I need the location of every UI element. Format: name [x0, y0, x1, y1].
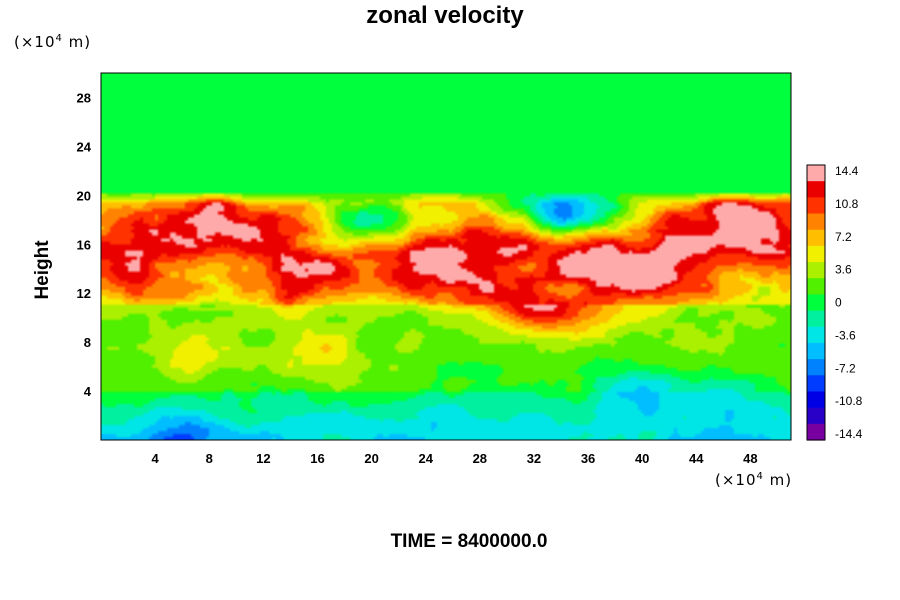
colorbar-swatch	[807, 375, 825, 393]
velocity-field	[101, 73, 791, 440]
time-label: TIME = 8400000.0	[390, 531, 548, 552]
colorbar-swatch	[807, 245, 825, 263]
colorbar-swatch	[807, 213, 825, 231]
y-axis-unit: (×104 m)	[14, 33, 92, 51]
colorbar-swatch	[807, 423, 825, 441]
y-tick-label: 20	[77, 188, 91, 203]
x-tick-label: 4	[152, 451, 160, 466]
colorbar-swatch	[807, 407, 825, 425]
colorbar-swatch	[807, 181, 825, 198]
x-tick-label: 16	[310, 451, 324, 466]
x-axis-unit: (×104 m)	[715, 471, 793, 489]
chart-title: zonal velocity	[366, 2, 524, 29]
plot-area	[101, 73, 791, 440]
x-tick-label: 40	[635, 451, 649, 466]
plot-frame	[100, 72, 792, 441]
x-tick-label: 48	[743, 451, 757, 466]
colorbar-tick-label: 10.8	[835, 197, 859, 211]
colorbar-tick-label: -14.4	[835, 427, 863, 441]
y-tick-label: 4	[84, 384, 92, 399]
y-tick-label: 28	[77, 90, 91, 105]
colorbar-swatch	[807, 197, 825, 215]
colorbar-swatch	[807, 294, 825, 312]
x-tick-label: 8	[206, 451, 213, 466]
colorbar-tick-label: 0	[835, 296, 842, 310]
colorbar-swatch	[807, 391, 825, 409]
colorbar: 14.4 10.8 7.2 3.6 0 -3.6 -7.2 -10.8 -14.4	[806, 164, 863, 441]
colorbar-tick-label: 7.2	[835, 230, 852, 244]
x-tick-label: 12	[256, 451, 270, 466]
colorbar-swatch	[807, 359, 825, 376]
x-ticks: 4 8 12 16 20 24 28 32 36 40 44 48	[152, 451, 758, 466]
x-tick-label: 24	[418, 451, 433, 466]
colorbar-tick-label: -7.2	[835, 361, 856, 375]
colorbar-tick-label: -3.6	[835, 328, 856, 342]
x-tick-label: 36	[581, 451, 595, 466]
colorbar-swatch	[807, 278, 825, 296]
y-tick-label: 24	[77, 139, 92, 154]
colorbar-swatch	[807, 326, 825, 344]
colorbar-frame	[806, 164, 826, 441]
x-tick-label: 32	[527, 451, 541, 466]
colorbar-swatch	[807, 262, 825, 279]
x-tick-label: 44	[689, 451, 704, 466]
y-tick-label: 16	[77, 237, 91, 252]
colorbar-tick-label: 3.6	[835, 263, 852, 277]
colorbar-tick-label: 14.4	[835, 164, 859, 178]
colorbar-tick-label: -10.8	[835, 394, 863, 408]
y-tick-label: 8	[84, 335, 91, 350]
colorbar-swatch	[807, 165, 825, 182]
x-tick-label: 20	[364, 451, 378, 466]
colorbar-swatch	[807, 342, 825, 360]
x-tick-label: 28	[473, 451, 487, 466]
colorbar-swatch	[807, 229, 825, 247]
y-ticks: 4 8 12 16 20 24 28	[77, 90, 92, 399]
colorbar-swatch	[807, 310, 825, 328]
y-tick-label: 12	[77, 286, 91, 301]
